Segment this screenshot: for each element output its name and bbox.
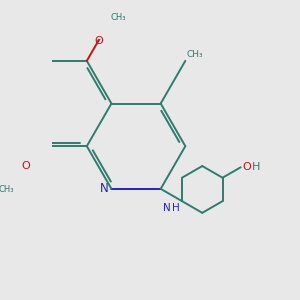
Text: H: H: [252, 162, 260, 172]
Text: CH₃: CH₃: [111, 13, 126, 22]
Text: O: O: [242, 162, 251, 172]
Text: O: O: [94, 36, 103, 46]
Text: N: N: [99, 182, 108, 195]
Text: O: O: [22, 161, 30, 171]
Text: CH₃: CH₃: [187, 50, 204, 59]
Text: N: N: [163, 203, 170, 213]
Text: H: H: [172, 203, 180, 213]
Text: CH₃: CH₃: [0, 185, 14, 194]
